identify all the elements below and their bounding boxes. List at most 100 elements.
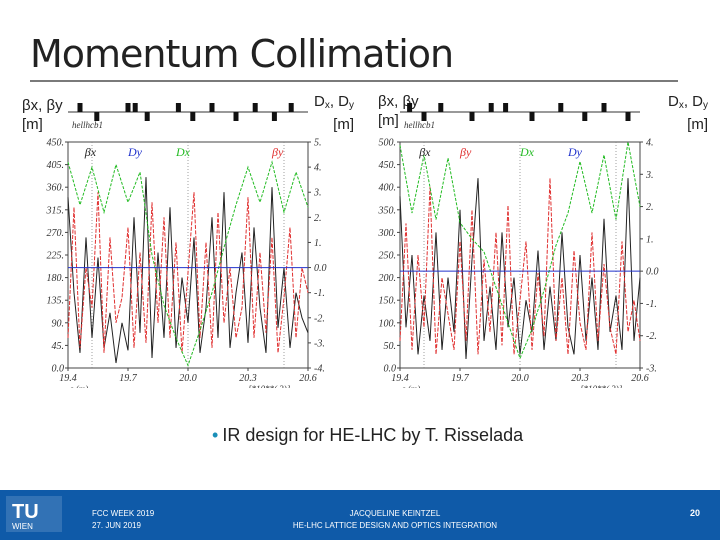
x-tick-label: 19.7 bbox=[451, 373, 470, 384]
y-right-tick-label: -3. bbox=[646, 364, 657, 375]
lattice-magnet-mark bbox=[94, 112, 100, 121]
y-left-tick-label: 50. bbox=[384, 341, 397, 352]
page-number: 20 bbox=[690, 508, 701, 518]
lattice-magnet-mark bbox=[271, 112, 277, 121]
page-title: Momentum Collimation bbox=[30, 32, 454, 76]
lattice-magnet-mark bbox=[421, 112, 427, 121]
lattice-magnet-mark bbox=[132, 103, 138, 112]
y-right-tick-label: 4. bbox=[314, 163, 322, 174]
y-right-tick-label: 0.0 bbox=[314, 263, 327, 274]
y-left-tick-label: 150. bbox=[379, 296, 397, 307]
y-left-tick-label: 90. bbox=[52, 318, 65, 329]
series-beta-x bbox=[399, 178, 641, 360]
lattice-magnet-mark bbox=[144, 112, 150, 121]
y-right-tick-label: 2. bbox=[646, 202, 654, 213]
series-beta-y bbox=[399, 178, 641, 355]
beta-axis-label-line1: βx, βy bbox=[22, 97, 63, 114]
series-dispersion-x bbox=[399, 141, 641, 360]
y-right-tick-label: 1. bbox=[314, 238, 322, 249]
x-tick-label: 20.3 bbox=[571, 373, 589, 384]
y-left-tick-label: 135. bbox=[47, 296, 65, 307]
event-date: 27. JUN 2019 bbox=[92, 521, 141, 530]
y-right-tick-label: 2. bbox=[314, 213, 322, 224]
plot-title: hellhcb1 bbox=[72, 120, 103, 130]
y-left-tick-label: 360. bbox=[46, 183, 65, 194]
bullet-dot-icon: • bbox=[212, 425, 219, 445]
y-left-tick-label: 45. bbox=[52, 341, 65, 352]
lattice-magnet-mark bbox=[407, 103, 413, 112]
series-beta-y bbox=[67, 192, 309, 353]
x-tick-label: 19.4 bbox=[59, 373, 77, 384]
logo-text: TU bbox=[12, 501, 39, 523]
x-axis-label: s (m) bbox=[70, 384, 88, 388]
beta-axis-label-line2: [m] bbox=[378, 112, 399, 129]
beta-axis-label-line2: [m] bbox=[22, 116, 43, 133]
y-left-tick-label: 500. bbox=[379, 138, 397, 149]
y-left-tick-label: 400. bbox=[379, 183, 397, 194]
optics-plot-left: hellhcb1 450. 405. 360. 315. 270. 225. 180. 135.… bbox=[28, 98, 348, 388]
x-tick-label: 19.4 bbox=[391, 373, 409, 384]
y-right-tick-label: 5. bbox=[314, 138, 322, 149]
y-right-tick-label: -1. bbox=[314, 288, 325, 299]
x-tick-label: 20.3 bbox=[239, 373, 257, 384]
legend-entry: Dy bbox=[127, 145, 143, 159]
right-chart-dispersion-axis-label: Dx, Dy [m] bbox=[648, 92, 708, 134]
lattice-magnet-mark bbox=[77, 103, 83, 112]
y-left-tick-label: 225. bbox=[47, 251, 65, 262]
lattice-magnet-mark bbox=[252, 103, 258, 112]
y-left-tick-label: 450. bbox=[47, 138, 65, 149]
y-left-tick-label: 300. bbox=[378, 228, 397, 239]
lattice-magnet-mark bbox=[175, 103, 181, 112]
y-right-tick-label: -1. bbox=[646, 299, 657, 310]
y-right-tick-label: 3. bbox=[645, 170, 654, 181]
y-right-tick-label: -2. bbox=[646, 331, 657, 342]
x-axis-multiplier: [*10**( 3)] bbox=[248, 384, 291, 388]
dispersion-axis-label-line1: Dx, Dy bbox=[313, 93, 354, 111]
talk-title: HE-LHC LATTICE DESIGN AND OPTICS INTEGRA… bbox=[292, 521, 498, 530]
x-tick-label: 20.6 bbox=[299, 373, 317, 384]
y-left-tick-label: 180. bbox=[47, 273, 65, 284]
dispersion-axis-label-line2: [m] bbox=[687, 116, 708, 133]
legend-entry: Dx bbox=[519, 145, 535, 159]
y-left-tick-label: 450. bbox=[379, 160, 397, 171]
bullet-item: • IR design for HE-LHC by T. Risselada bbox=[212, 425, 523, 446]
lattice-magnet-mark bbox=[529, 112, 535, 121]
lattice-magnet-mark bbox=[601, 103, 607, 112]
lattice-magnet-mark bbox=[438, 103, 444, 112]
y-left-tick-label: 0.0 bbox=[384, 364, 397, 375]
author-name: JACQUELINE KEINTZEL bbox=[349, 509, 441, 518]
y-left-tick-label: 100. bbox=[379, 318, 397, 329]
optics-plot-right: hellhcb1 500. 450. 400. 350. 300. 250. 200. 150.… bbox=[360, 98, 680, 388]
legend-entry: βy bbox=[271, 145, 284, 159]
x-tick-label: 19.7 bbox=[119, 373, 138, 384]
y-right-tick-label: 1. bbox=[646, 234, 654, 245]
lattice-magnet-mark bbox=[558, 103, 564, 112]
y-right-tick-label: -4. bbox=[314, 364, 325, 375]
x-tick-label: 20.0 bbox=[179, 373, 197, 384]
legend-entry: βx bbox=[84, 145, 97, 159]
lattice-magnet-mark bbox=[233, 112, 239, 121]
x-axis-label: s (m) bbox=[402, 384, 420, 388]
y-left-tick-label: 350. bbox=[378, 205, 397, 216]
lattice-magnet-mark bbox=[469, 112, 475, 121]
lattice-magnet-mark bbox=[503, 103, 509, 112]
dispersion-axis-label-line1: Dx, Dy bbox=[667, 93, 708, 111]
legend-entry: Dy bbox=[567, 145, 583, 159]
series-dispersion-x bbox=[67, 160, 309, 367]
logo-subtext: WIEN bbox=[12, 522, 33, 531]
y-left-tick-label: 315. bbox=[46, 205, 65, 216]
tu-wien-logo-icon: TU WIEN bbox=[6, 496, 62, 532]
lattice-magnet-mark bbox=[190, 112, 196, 121]
x-tick-label: 20.0 bbox=[511, 373, 529, 384]
y-left-tick-label: 250. bbox=[379, 251, 397, 262]
x-axis-multiplier: [*10**( 3)] bbox=[580, 384, 623, 388]
event-name: FCC WEEK 2019 bbox=[92, 509, 155, 518]
left-chart-dispersion-axis-label: Dx, Dy [m] bbox=[294, 92, 354, 134]
lattice-magnet-mark bbox=[582, 112, 588, 121]
legend-entry: βx bbox=[418, 145, 431, 159]
plot-title: hellhcb1 bbox=[404, 120, 435, 130]
chart-svg: hellhcb1 450. 405. 360. 315. 270. 225. 180. 135.… bbox=[46, 103, 327, 388]
y-right-tick-label: -2. bbox=[314, 313, 325, 324]
footer-event: FCC WEEK 2019 27. JUN 2019 bbox=[92, 508, 154, 532]
y-left-tick-label: 0.0 bbox=[52, 364, 65, 375]
